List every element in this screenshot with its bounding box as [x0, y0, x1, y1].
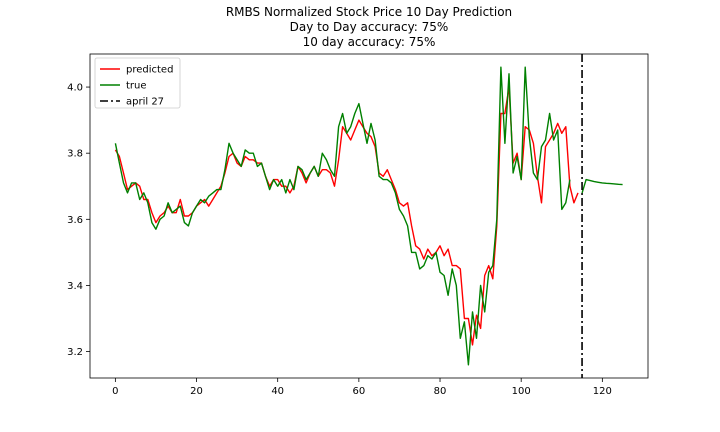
y-axis: 3.2 3.4 3.6 3.8 4.0: [67, 83, 90, 358]
series-group: [114, 66, 623, 366]
y-tick-label: 4.0: [67, 83, 83, 94]
x-tick-label: 20: [190, 386, 203, 397]
x-tick-label: 60: [352, 386, 365, 397]
x-tick-label: 40: [271, 386, 284, 397]
title-line-3: 10 day accuracy: 75%: [303, 35, 436, 49]
x-tick-label: 80: [434, 386, 447, 397]
chart-title: RMBS Normalized Stock Price 10 Day Predi…: [226, 5, 512, 49]
series-line-predicted: [114, 86, 579, 346]
y-tick-label: 3.2: [67, 347, 83, 358]
x-tick-label: 100: [512, 386, 531, 397]
series-line-projection-2: [581, 178, 623, 194]
legend-label-predicted: predicted: [126, 65, 173, 76]
title-line-2: Day to Day accuracy: 75%: [290, 20, 449, 34]
x-tick-label: 120: [593, 386, 612, 397]
legend-label-true: true: [126, 81, 147, 92]
legend-box: [94, 57, 181, 109]
y-tick-label: 3.8: [67, 149, 83, 160]
y-tick-label: 3.4: [67, 281, 83, 292]
x-axis: 0 20 40 60 80 100 120: [112, 378, 612, 397]
series-line-true: [114, 66, 571, 366]
legend-label-april-27: april 27: [126, 97, 164, 108]
plot-area: [89, 53, 649, 379]
x-tick-label: 0: [112, 386, 118, 397]
title-line-1: RMBS Normalized Stock Price 10 Day Predi…: [226, 5, 512, 19]
axes-frame: [89, 53, 649, 379]
y-tick-label: 3.6: [67, 215, 83, 226]
legend: predicted true april 27: [94, 57, 181, 109]
